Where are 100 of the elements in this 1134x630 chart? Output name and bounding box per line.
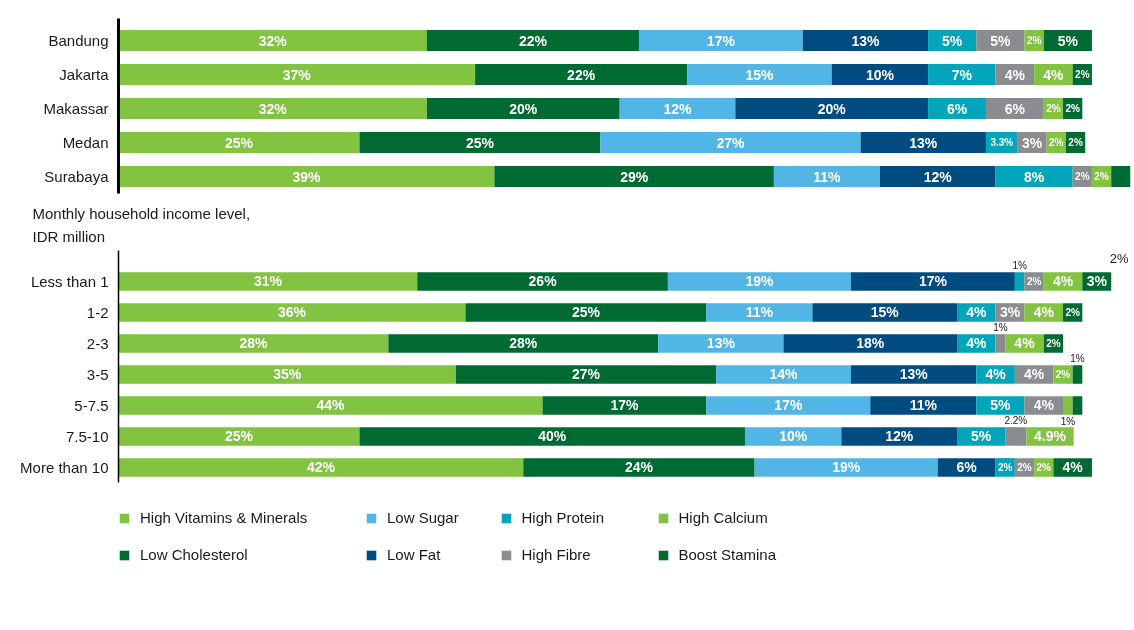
data-label: 18% <box>856 335 885 352</box>
bar <box>706 396 871 415</box>
bar <box>773 165 880 188</box>
data-label: 2% <box>1065 306 1081 318</box>
data-label: 4% <box>1062 459 1084 476</box>
bar <box>118 165 495 188</box>
data-label: 5% <box>1057 32 1079 49</box>
data-label: 3% <box>1086 273 1108 290</box>
bar <box>118 396 543 415</box>
bar <box>687 64 832 86</box>
data-label: 17% <box>918 273 948 290</box>
legend-label: Low Fat <box>387 546 441 563</box>
y-tick-label: Bandung <box>48 32 109 50</box>
data-label: 4.9% <box>1034 428 1067 445</box>
data-label: 2% <box>997 461 1013 473</box>
bar <box>735 98 929 120</box>
bar <box>841 427 958 446</box>
data-label: 22% <box>567 66 596 83</box>
data-label: 19% <box>745 273 774 290</box>
bar <box>744 427 842 446</box>
data-label: 2% <box>1055 368 1071 380</box>
bar <box>600 132 861 154</box>
data-label: 4% <box>1014 335 1036 352</box>
data-label: 1% <box>1060 415 1076 427</box>
data-label: 17% <box>774 397 803 414</box>
data-label: 35% <box>273 366 302 383</box>
data-label: 25% <box>224 134 254 151</box>
legend-label: High Protein <box>521 509 605 526</box>
data-label: 2% <box>1075 171 1090 183</box>
data-label: 3% <box>999 304 1021 321</box>
bar <box>118 334 389 353</box>
bar <box>1063 396 1073 415</box>
data-label: 4% <box>966 335 987 352</box>
data-label: 6% <box>1004 100 1026 117</box>
bar <box>706 303 813 322</box>
data-label: 10% <box>865 66 895 83</box>
bar <box>995 165 1073 188</box>
bar <box>118 30 427 52</box>
bar <box>118 303 466 322</box>
data-label: 44% <box>316 397 346 414</box>
bar <box>475 64 688 86</box>
data-label: 13% <box>909 134 938 151</box>
data-label: 13% <box>706 335 736 352</box>
y-tick-label: 2-3 <box>86 334 109 352</box>
data-label: 19% <box>832 459 861 476</box>
data-label: 4% <box>966 304 987 321</box>
data-label: 25% <box>224 428 254 445</box>
bar <box>118 427 360 446</box>
data-label: 17% <box>610 397 640 414</box>
bar <box>455 365 717 384</box>
data-label: 26% <box>528 273 558 290</box>
data-label: 31% <box>253 273 283 290</box>
data-label: 5% <box>990 397 1012 414</box>
y-tick-label: 5-7.5 <box>74 396 109 414</box>
data-label: 2% <box>1046 337 1061 349</box>
bar <box>802 30 929 52</box>
bar <box>658 334 784 353</box>
data-label: 2% <box>1026 275 1042 287</box>
legend-label: High Fibre <box>521 546 591 563</box>
data-label: 25% <box>465 134 495 151</box>
data-label: 20% <box>817 100 847 117</box>
annotation: 2% <box>1109 250 1129 266</box>
y-tick-label: Medan <box>62 134 109 152</box>
bar <box>928 64 996 86</box>
data-label: 6% <box>946 100 968 117</box>
bar <box>783 334 958 353</box>
bar <box>118 98 427 120</box>
y-tick-label: 1-2 <box>86 303 109 321</box>
data-label: 2% <box>1049 137 1064 149</box>
data-label: 13% <box>899 366 929 383</box>
bar <box>118 458 524 477</box>
bar <box>388 334 659 353</box>
bar <box>494 165 774 188</box>
data-label: 8% <box>1024 168 1045 185</box>
bar <box>118 132 360 154</box>
y-tick-label: Surabaya <box>44 168 110 186</box>
legend-label: Low Cholesterol <box>140 546 248 563</box>
data-label: 2% <box>1017 461 1032 473</box>
bar <box>754 458 938 477</box>
bar <box>1005 427 1027 446</box>
legend-label: High Vitamins & Minerals <box>140 509 308 526</box>
bar <box>638 30 803 52</box>
data-label: 2% <box>1068 137 1083 149</box>
y-tick-label: Jakarta <box>59 66 110 84</box>
bar <box>359 427 745 446</box>
y-tick-label: Less than 1 <box>30 272 109 290</box>
data-label: 39% <box>292 168 321 185</box>
data-label: 4% <box>1004 66 1026 83</box>
bar <box>1014 272 1025 291</box>
data-label: 4% <box>1033 304 1055 321</box>
data-label: 2% <box>1026 35 1042 47</box>
data-label: 2% <box>1094 171 1109 183</box>
data-label: 2.2% <box>1004 415 1028 427</box>
bar <box>523 458 755 477</box>
legend-label: Low Sugar <box>387 509 459 526</box>
data-label: 3% <box>1022 134 1043 151</box>
data-label: 12% <box>885 428 914 445</box>
bar <box>870 396 977 415</box>
data-label: 14% <box>769 366 799 383</box>
bar <box>118 272 418 291</box>
